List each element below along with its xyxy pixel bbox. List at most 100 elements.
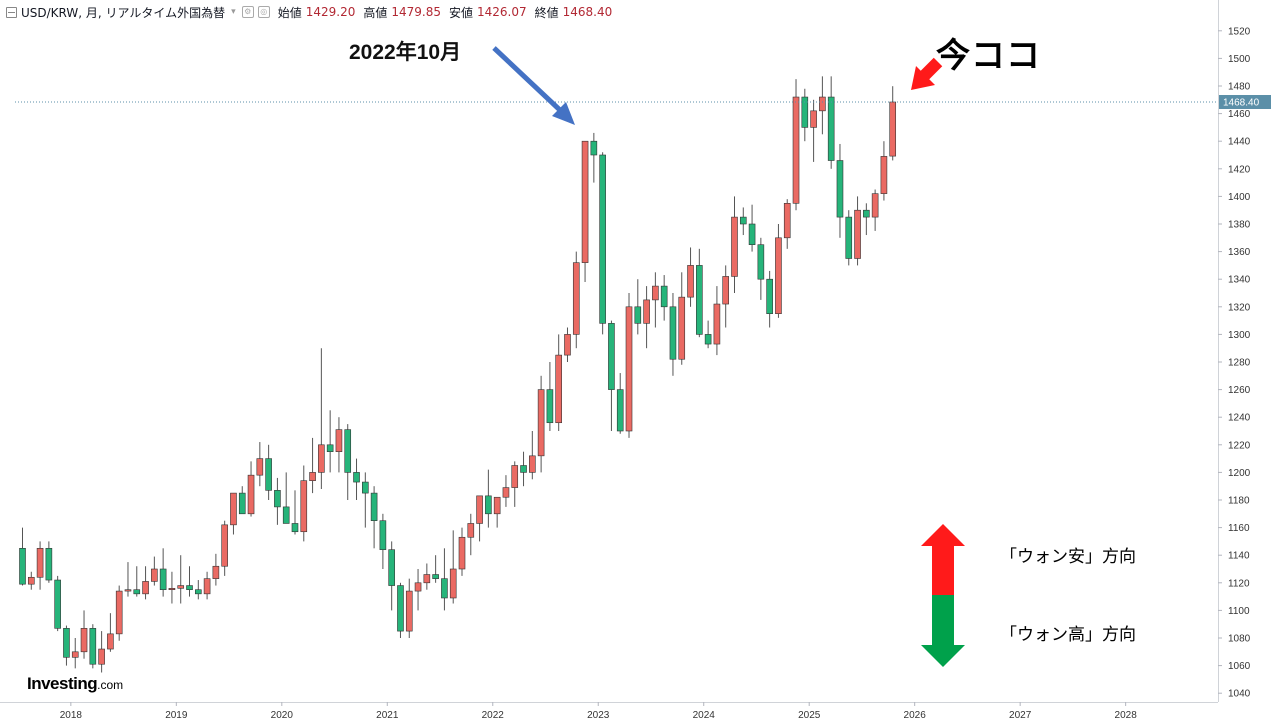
candle[interactable] [608,320,615,431]
candle[interactable] [555,334,562,431]
candle[interactable] [520,451,527,487]
candle[interactable] [731,196,738,293]
candle[interactable] [599,152,606,335]
source-icon[interactable]: ◎ [257,6,270,18]
candle[interactable] [819,76,826,135]
candle[interactable] [89,624,97,669]
candle[interactable] [775,224,782,318]
candle[interactable] [186,566,193,597]
candle[interactable] [133,566,141,597]
candle[interactable] [713,286,721,356]
candle[interactable] [739,207,747,236]
candle[interactable] [36,541,44,590]
symbol-title[interactable]: USD/KRW, 月, リアルタイム外国為替 [21,5,226,20]
candle[interactable] [590,132,598,183]
candle[interactable] [203,571,211,600]
candle[interactable] [80,610,88,659]
candle[interactable] [467,513,475,556]
price-axis[interactable]: 1040 1060 1080 1100 1120 1140 1160 1180 1200 1220… [1218,26,1251,700]
candle[interactable] [212,553,220,586]
candle[interactable] [265,444,272,500]
candle[interactable] [423,563,431,590]
candle[interactable] [704,320,712,349]
candle[interactable] [889,86,897,161]
candle[interactable] [792,79,800,211]
candle[interactable] [353,458,360,500]
candle[interactable] [19,527,26,586]
candle[interactable] [414,569,422,611]
candle[interactable] [854,196,861,266]
candle[interactable] [564,327,571,363]
candle[interactable] [502,475,510,507]
candle[interactable] [71,638,79,669]
candle[interactable] [27,571,35,590]
candle[interactable] [344,424,352,500]
settings-icon[interactable]: ⚙ [241,6,254,18]
candle[interactable] [810,99,817,162]
candle[interactable] [370,486,378,549]
candle[interactable] [388,541,395,611]
candle[interactable] [722,265,730,328]
candle[interactable] [168,571,176,604]
candle[interactable] [827,76,835,169]
candle[interactable] [669,293,677,376]
candle[interactable] [493,496,501,528]
candle[interactable] [696,248,703,338]
candle[interactable] [230,492,237,535]
candle[interactable] [801,88,809,142]
candle[interactable] [783,199,791,249]
candle[interactable] [397,582,404,638]
candle[interactable] [238,486,246,515]
candle[interactable] [458,527,466,576]
candle[interactable] [195,580,202,600]
candle[interactable] [274,477,281,525]
candle[interactable] [405,578,413,638]
candle[interactable] [221,520,228,576]
candle[interactable] [282,472,290,524]
candle[interactable] [362,472,369,528]
chevron-down-icon[interactable]: ▾ [231,7,236,17]
candle[interactable] [326,410,334,473]
candle[interactable] [124,562,132,597]
candle[interactable] [98,631,105,673]
candle[interactable] [616,373,624,434]
candle[interactable] [318,348,325,489]
candle[interactable] [643,286,650,349]
candle[interactable] [54,575,61,632]
candle[interactable] [652,272,659,328]
candle[interactable] [432,555,439,583]
candle[interactable] [45,541,53,583]
candle[interactable] [476,495,483,542]
candle[interactable] [335,417,343,473]
candle[interactable] [441,548,448,611]
candle[interactable] [256,442,264,487]
candle[interactable] [529,431,536,480]
candle[interactable] [379,513,387,569]
candle[interactable] [309,437,316,494]
candle[interactable] [863,203,870,236]
candle[interactable] [678,272,686,365]
candle[interactable] [634,279,642,335]
candle[interactable] [880,141,888,201]
investing-logo[interactable]: Investing.com [27,674,123,694]
candle[interactable] [300,465,308,542]
time-axis[interactable]: 2018 2019 2020 2021 2022 2023 2024 2025 2026 2027… [60,702,1137,720]
candle[interactable] [485,469,492,528]
candle[interactable] [115,585,123,641]
candle[interactable] [511,461,519,507]
candle[interactable] [871,189,879,231]
candle[interactable] [687,247,694,307]
candle[interactable] [151,556,158,586]
candle[interactable] [291,490,299,535]
candle[interactable] [177,555,185,604]
candle[interactable] [142,566,149,600]
candle[interactable] [581,140,589,282]
candle[interactable] [572,251,580,349]
candle[interactable] [748,204,756,252]
candle[interactable] [63,625,70,666]
candle[interactable] [625,293,633,438]
candle[interactable] [660,275,668,321]
candle[interactable] [537,375,545,473]
candle[interactable] [766,270,773,328]
candle[interactable] [546,362,554,431]
